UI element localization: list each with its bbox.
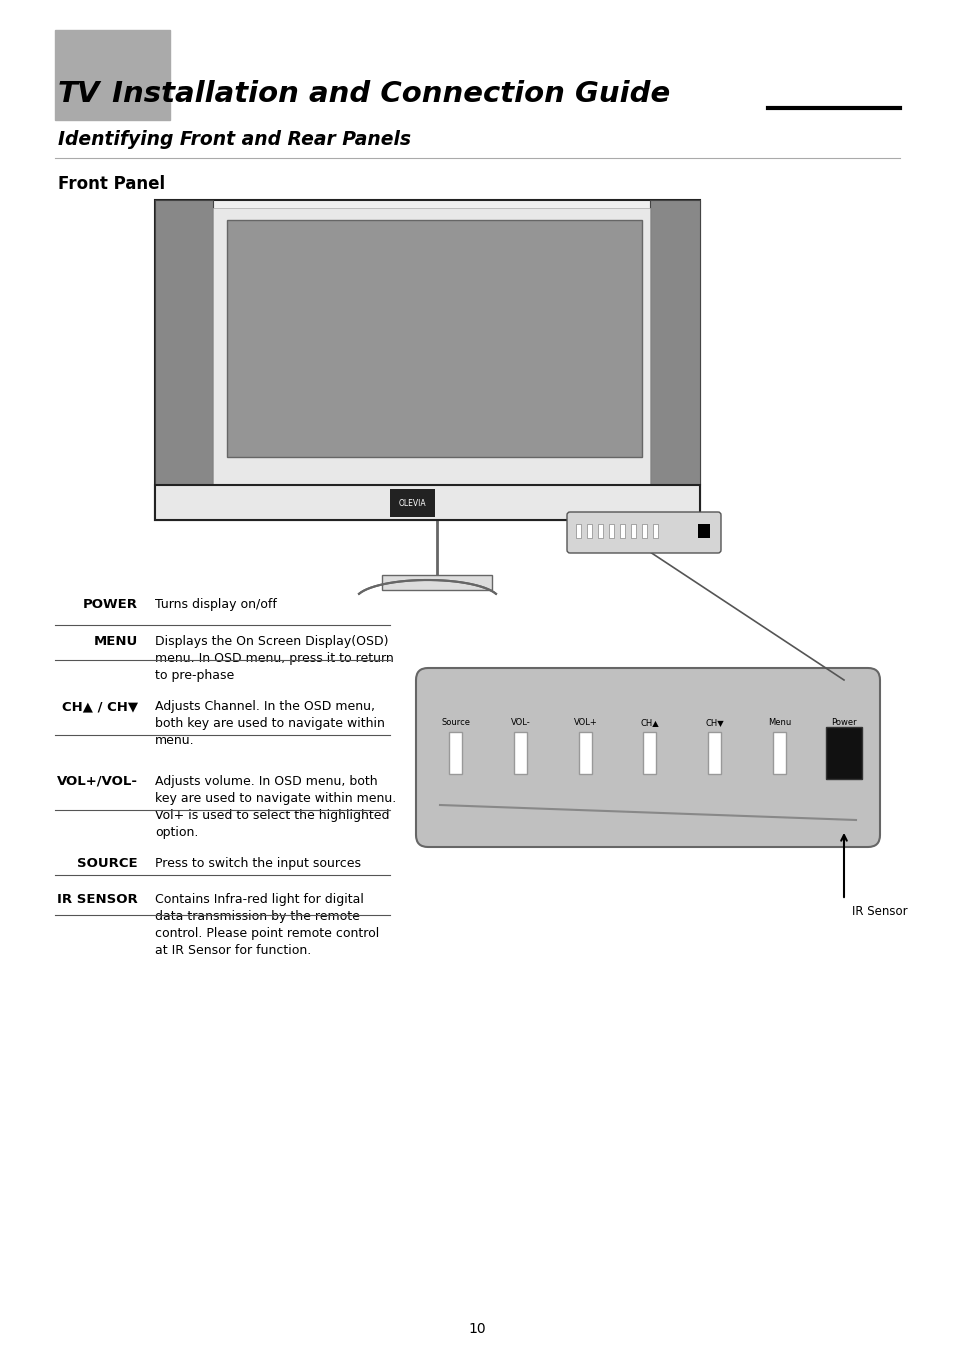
Bar xyxy=(641,523,646,538)
Bar xyxy=(449,732,462,774)
Bar xyxy=(707,732,720,774)
Text: Front Panel: Front Panel xyxy=(58,175,165,193)
Text: Installation and Connection Guide: Installation and Connection Guide xyxy=(102,80,670,108)
Bar xyxy=(630,523,636,538)
Bar xyxy=(576,523,580,538)
Bar xyxy=(154,485,700,519)
Text: OLEVIA: OLEVIA xyxy=(398,499,426,507)
Text: SOURCE: SOURCE xyxy=(77,857,138,871)
Text: Power: Power xyxy=(830,717,856,727)
Bar xyxy=(598,523,602,538)
Bar xyxy=(586,523,592,538)
Text: Identifying Front and Rear Panels: Identifying Front and Rear Panels xyxy=(58,130,411,149)
Bar xyxy=(227,220,641,457)
Text: 10: 10 xyxy=(468,1322,485,1336)
Bar xyxy=(772,732,785,774)
Text: Contains Infra-red light for digital
data transmission by the remote
control. Pl: Contains Infra-red light for digital dat… xyxy=(154,894,379,957)
Text: Press to switch the input sources: Press to switch the input sources xyxy=(154,857,360,871)
FancyBboxPatch shape xyxy=(416,669,879,848)
Text: Source: Source xyxy=(441,717,470,727)
Bar xyxy=(578,732,591,774)
Text: VOL-: VOL- xyxy=(510,717,530,727)
Bar xyxy=(55,30,170,119)
Text: Adjusts Channel. In the OSD menu,
both key are used to navigate within
menu.: Adjusts Channel. In the OSD menu, both k… xyxy=(154,700,384,747)
Bar xyxy=(213,207,649,485)
Text: POWER: POWER xyxy=(83,598,138,612)
Text: Adjusts volume. In OSD menu, both
key are used to navigate within menu.
Vol+ is : Adjusts volume. In OSD menu, both key ar… xyxy=(154,776,395,839)
Text: VOL+/VOL-: VOL+/VOL- xyxy=(57,776,138,788)
Bar xyxy=(643,732,656,774)
Text: TV: TV xyxy=(58,80,100,108)
Text: Menu: Menu xyxy=(767,717,790,727)
Bar xyxy=(825,727,862,778)
FancyBboxPatch shape xyxy=(566,513,720,553)
Text: CH▲ / CH▼: CH▲ / CH▼ xyxy=(62,700,138,713)
Text: CH▼: CH▼ xyxy=(704,717,723,727)
Text: IR Sensor: IR Sensor xyxy=(851,904,906,918)
Bar xyxy=(382,575,492,590)
Text: VOL+: VOL+ xyxy=(573,717,597,727)
Text: IR SENSOR: IR SENSOR xyxy=(57,894,138,906)
Text: Displays the On Screen Display(OSD)
menu. In OSD menu, press it to return
to pre: Displays the On Screen Display(OSD) menu… xyxy=(154,635,394,682)
Text: MENU: MENU xyxy=(93,635,138,648)
Bar xyxy=(652,523,658,538)
Text: CH▲: CH▲ xyxy=(640,717,659,727)
Bar xyxy=(619,523,624,538)
Bar xyxy=(608,523,614,538)
Bar xyxy=(514,732,527,774)
Bar xyxy=(154,199,213,485)
Bar xyxy=(154,199,700,519)
Bar xyxy=(698,523,709,538)
Text: Turns display on/off: Turns display on/off xyxy=(154,598,276,612)
Bar xyxy=(649,199,700,485)
